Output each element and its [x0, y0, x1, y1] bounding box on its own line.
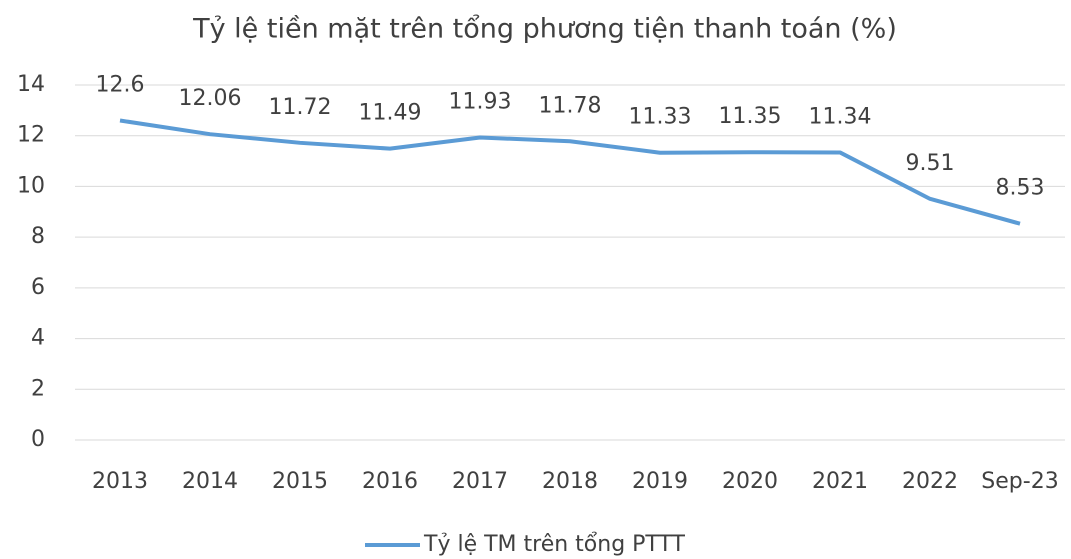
data-label: 11.49 [359, 101, 422, 126]
data-label: 11.72 [269, 95, 332, 120]
chart-title: Tỷ lệ tiền mặt trên tổng phương tiện tha… [192, 14, 897, 45]
x-tick-label: 2015 [272, 469, 328, 494]
y-tick-label: 4 [31, 326, 45, 351]
y-tick-label: 0 [31, 427, 45, 452]
series-line [119, 118, 1021, 226]
legend-label: Tỷ lệ TM trên tổng PTTT [423, 532, 686, 557]
x-tick-label: 2013 [92, 469, 148, 494]
data-label: 12.6 [96, 73, 145, 98]
y-tick-label: 10 [17, 173, 45, 198]
x-tick-label: 2019 [632, 469, 688, 494]
data-label: 11.34 [809, 104, 872, 129]
x-tick-label: 2016 [362, 469, 418, 494]
data-label: 9.51 [906, 151, 955, 176]
data-label: 12.06 [179, 86, 242, 111]
y-tick-label: 6 [31, 275, 45, 300]
x-tick-label: 2020 [722, 469, 778, 494]
x-tick-label: 2017 [452, 469, 508, 494]
y-tick-label: 12 [17, 123, 45, 148]
x-tick-label: Sep-23 [981, 469, 1058, 494]
x-tick-label: 2014 [182, 469, 238, 494]
y-tick-label: 8 [31, 224, 45, 249]
data-label: 11.93 [449, 89, 512, 114]
data-label: 11.35 [719, 104, 782, 129]
x-tick-label: 2018 [542, 469, 598, 494]
y-tick-label: 14 [17, 72, 45, 97]
x-tick-label: 2021 [812, 469, 868, 494]
data-label: 11.78 [539, 93, 602, 118]
y-tick-label: 2 [31, 376, 45, 401]
data-label: 11.33 [629, 105, 692, 130]
x-tick-label: 2022 [902, 469, 958, 494]
data-label: 8.53 [996, 176, 1045, 201]
